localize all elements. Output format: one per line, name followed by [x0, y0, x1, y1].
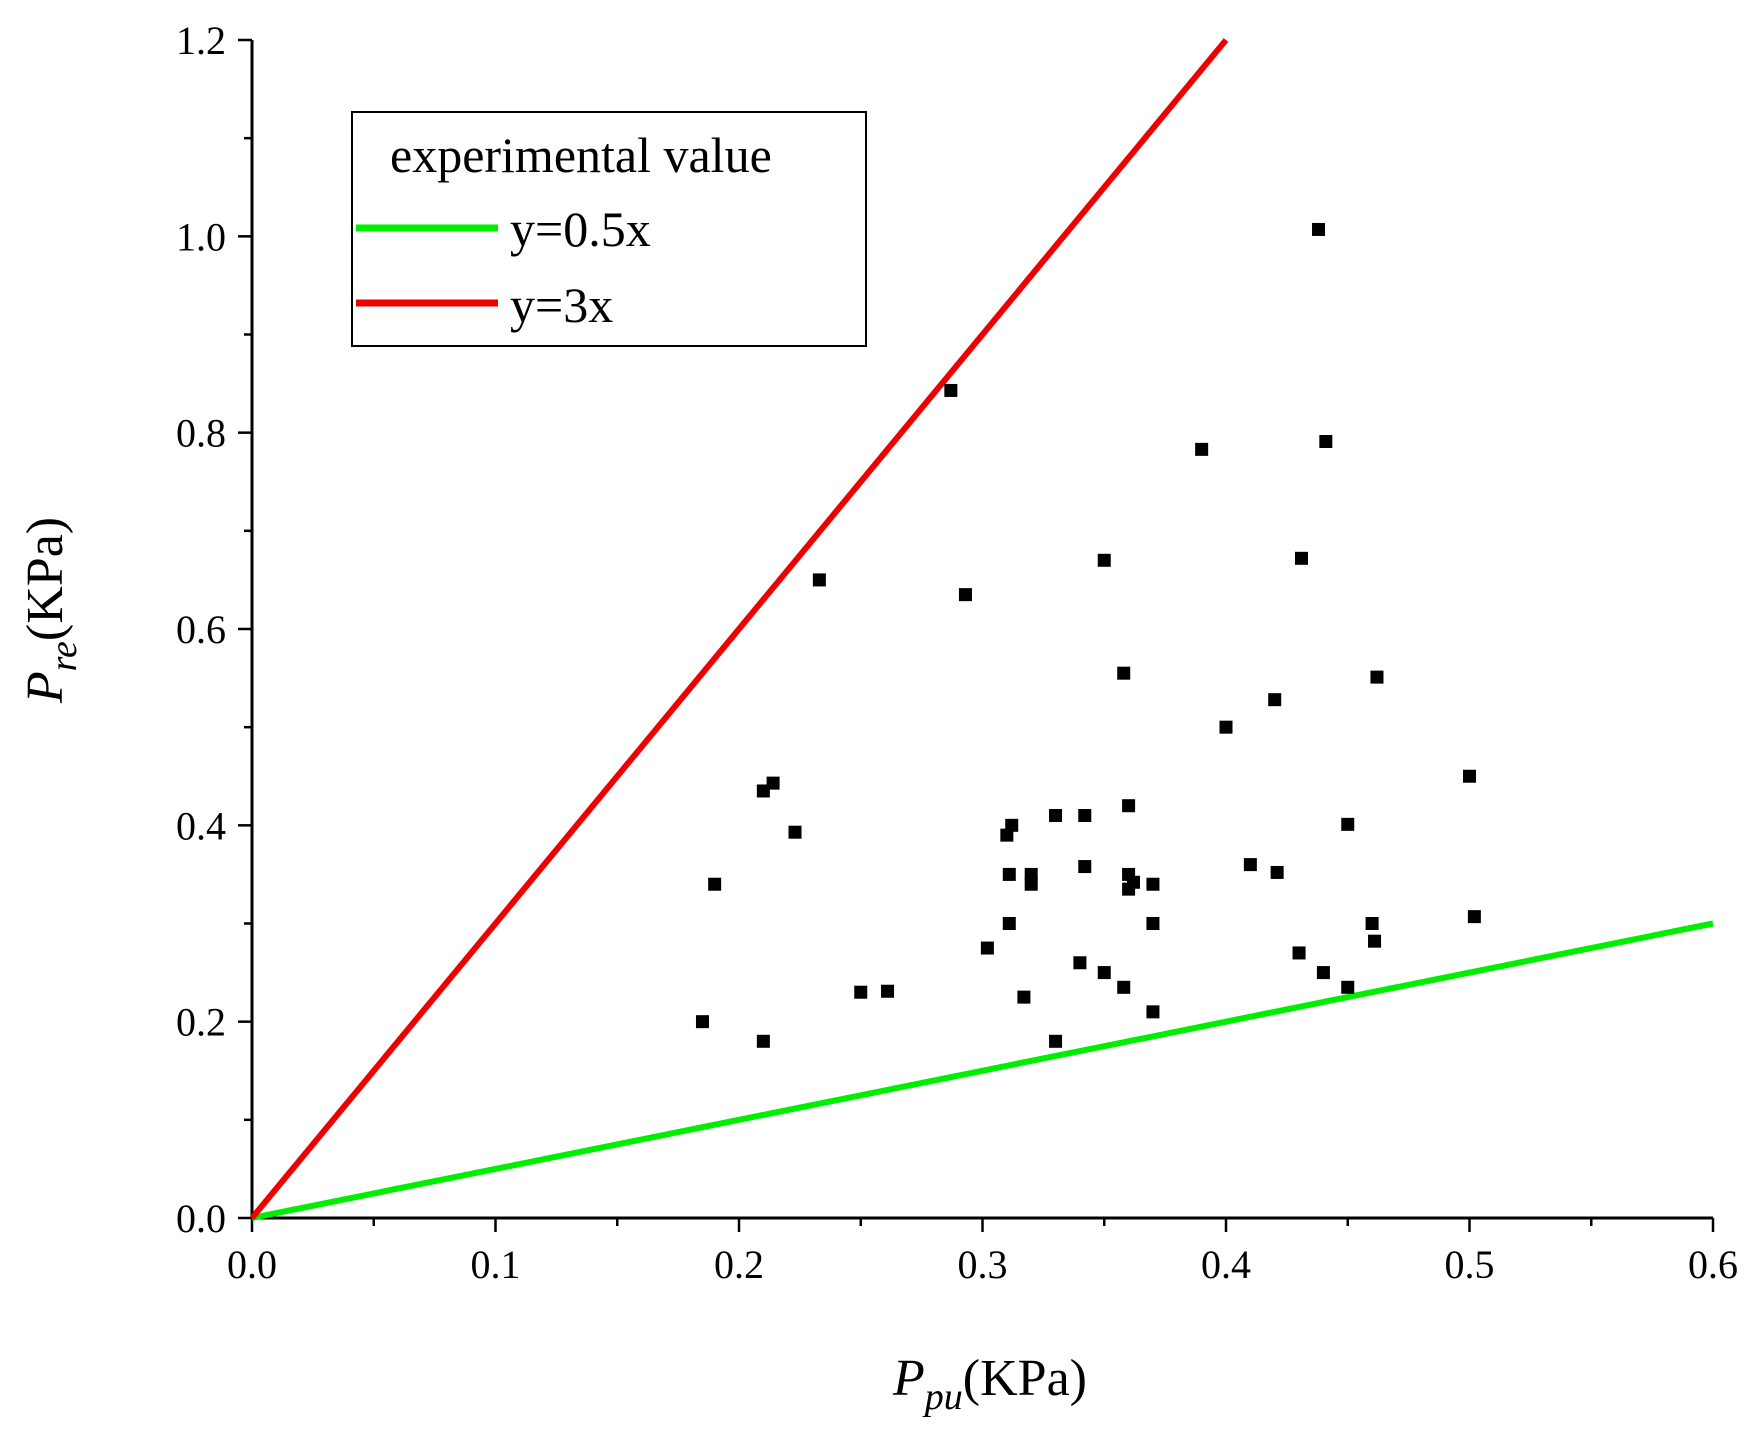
data-point — [1049, 1034, 1063, 1048]
data-point — [1292, 946, 1306, 960]
data-point — [1195, 442, 1209, 456]
data-point — [1365, 917, 1379, 930]
reference-lines — [249, 38, 1714, 1221]
axes: 0.0 0.1 0.2 0.3 0.4 0.5 0.6 0.0 0.2 0.4 0.6 0.8 1.0 1… — [176, 18, 1738, 1287]
data-point — [1370, 670, 1384, 684]
x-axis-label-sub: pu — [922, 1376, 963, 1418]
data-point — [1467, 910, 1481, 924]
y-axis-label-main: P — [17, 671, 74, 704]
data-point — [1117, 666, 1131, 680]
data-point — [1122, 799, 1136, 813]
data-point — [1319, 435, 1333, 449]
data-point — [881, 984, 895, 998]
data-point — [1146, 877, 1160, 891]
line-y-3x — [249, 38, 1229, 1220]
data-point — [1268, 693, 1282, 707]
data-point — [1024, 867, 1038, 881]
legend-label-y05x: y=0.5x — [510, 201, 651, 257]
data-point — [1219, 720, 1233, 734]
x-axis-label: Ppu(KPa) — [892, 1350, 1087, 1418]
data-point — [944, 383, 958, 397]
y-tick-label: 0.2 — [176, 1000, 226, 1045]
x-tick-label: 0.3 — [958, 1242, 1008, 1287]
legend: experimental value y=0.5x y=3x — [351, 111, 867, 347]
x-tick-label: 0.4 — [1201, 1242, 1251, 1287]
data-point — [1312, 222, 1326, 236]
x-tick-label: 0.6 — [1688, 1242, 1738, 1287]
y-axis-label-sub: re — [43, 641, 85, 671]
x-axis-label-main: P — [892, 1350, 925, 1407]
legend-label-experimental: experimental value — [390, 127, 772, 183]
legend-label-y3x: y=3x — [510, 277, 613, 333]
data-point — [1243, 858, 1257, 872]
y-tick-label: 0.8 — [176, 411, 226, 456]
x-tick-label: 0.1 — [471, 1242, 521, 1287]
data-point — [1341, 980, 1355, 994]
data-point — [958, 588, 972, 602]
data-point — [788, 825, 802, 839]
data-point — [1000, 828, 1014, 842]
data-point — [1017, 990, 1031, 1004]
x-axis-label-unit: (KPa) — [963, 1350, 1087, 1407]
data-point — [695, 1015, 709, 1029]
y-tick-label: 0.0 — [176, 1196, 226, 1241]
data-point — [1005, 818, 1019, 832]
data-point — [1368, 934, 1382, 948]
data-point — [854, 985, 868, 999]
y-tick-label: 1.0 — [176, 214, 226, 259]
x-tick-label: 0.5 — [1445, 1242, 1495, 1287]
data-point — [1078, 809, 1092, 823]
x-tick-label: 0.0 — [227, 1242, 277, 1287]
data-point — [1078, 860, 1092, 874]
data-point — [1146, 1005, 1160, 1019]
y-tick-label: 0.4 — [176, 803, 226, 848]
data-point — [766, 776, 780, 790]
data-point — [1463, 769, 1476, 783]
data-point — [1341, 817, 1355, 831]
y-tick-label: 0.6 — [176, 607, 226, 652]
data-point — [1002, 867, 1016, 881]
data-point — [1146, 917, 1160, 930]
line-y-0-5x — [251, 920, 1714, 1221]
y-axis-label-unit: (KPa) — [17, 517, 74, 641]
x-tick-label: 0.2 — [714, 1242, 764, 1287]
y-axis-label: Pre(KPa) — [17, 517, 85, 704]
data-point — [1270, 865, 1284, 879]
data-point — [1049, 809, 1063, 823]
data-point — [1097, 553, 1111, 567]
data-point — [980, 941, 994, 955]
data-point — [1002, 917, 1016, 930]
data-points — [695, 222, 1481, 1048]
data-point — [756, 1034, 770, 1048]
data-point — [708, 877, 722, 891]
data-point — [812, 573, 826, 587]
data-point — [1126, 875, 1140, 889]
data-point — [1024, 877, 1038, 891]
data-point — [1316, 966, 1330, 980]
data-point — [1097, 966, 1111, 980]
y-tick-label: 1.2 — [176, 18, 226, 63]
data-point — [1073, 956, 1087, 970]
data-point — [1117, 980, 1131, 994]
data-point — [1294, 551, 1308, 565]
